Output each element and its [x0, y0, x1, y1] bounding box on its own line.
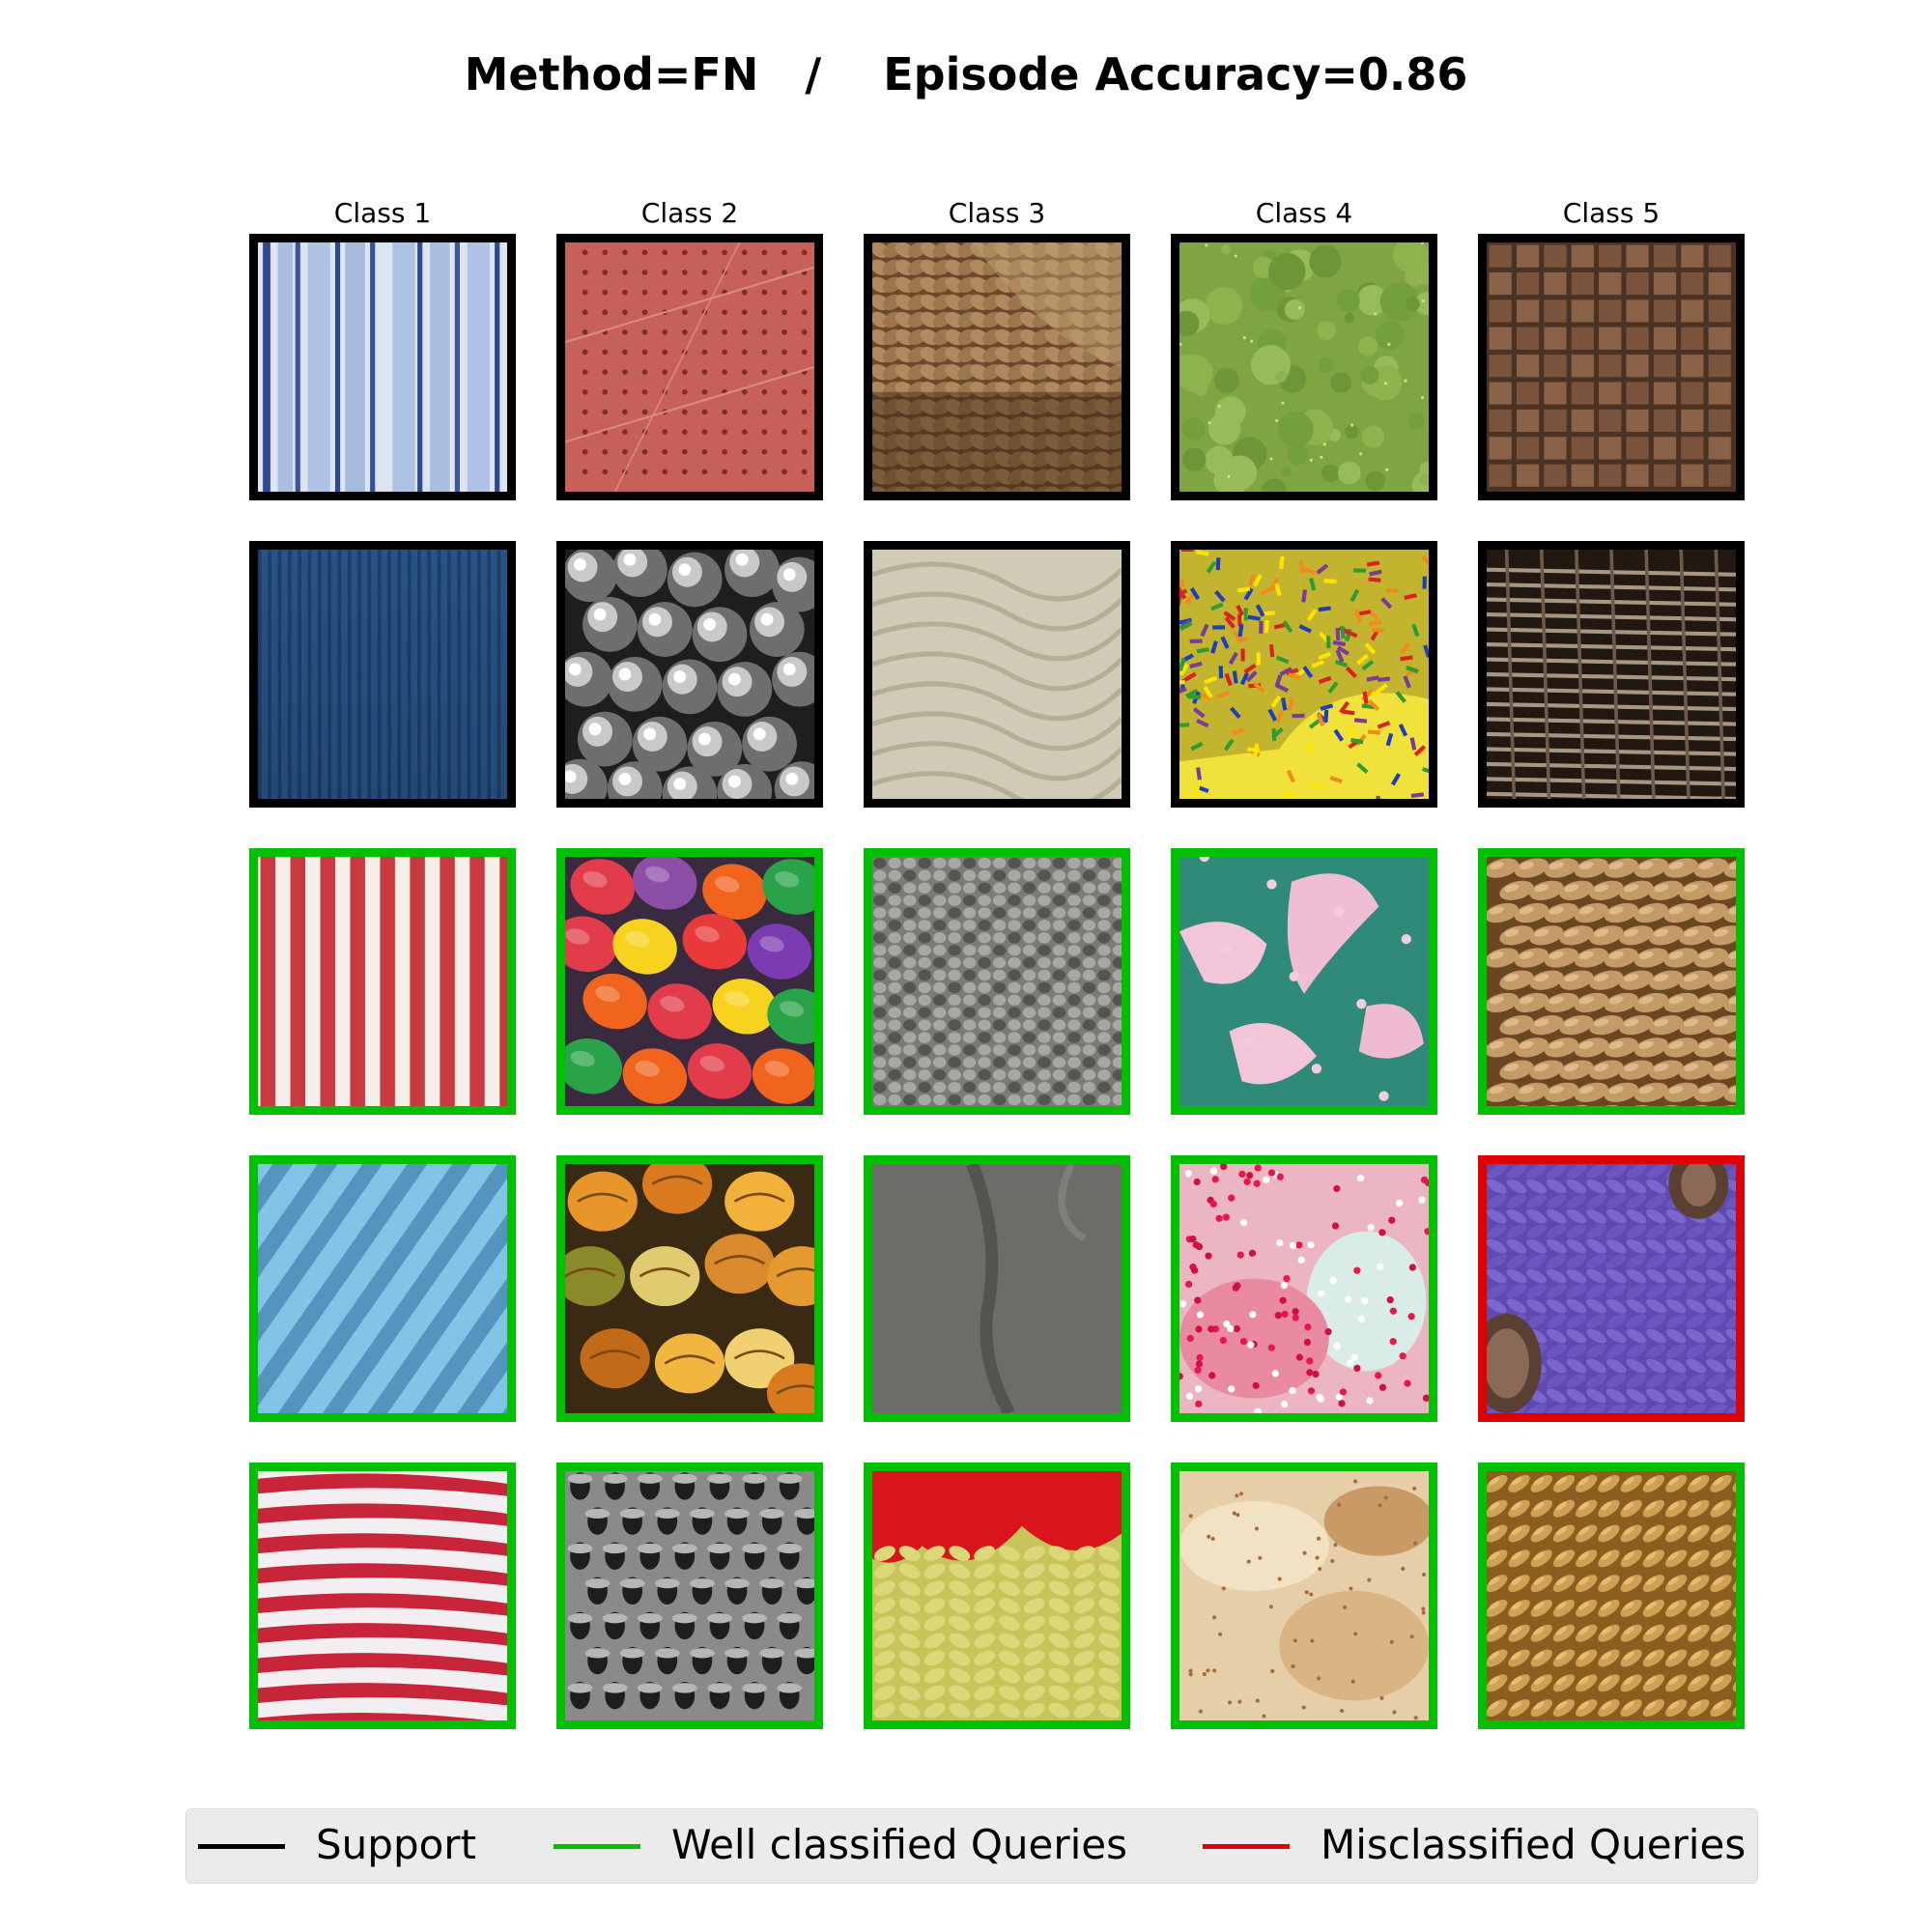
texture-light-blue-diagonal-stripes: [258, 1164, 507, 1413]
support-image-2-5: [1478, 541, 1745, 808]
texture-metal-balls: [565, 550, 814, 799]
texture-red-white-horizontal-stripes: [258, 1471, 507, 1720]
support-image-2-1: [249, 541, 516, 808]
texture-red-dotted-tile: [565, 242, 814, 492]
legend: Support Well classified Queries Misclass…: [185, 1808, 1758, 1884]
texture-colorful-candies: [565, 857, 814, 1106]
texture-grey-pitted: [565, 1471, 814, 1720]
query-image-4-2: [556, 1155, 823, 1422]
query-image-3-3: [864, 848, 1130, 1115]
class-label-3: Class 3: [948, 197, 1046, 229]
texture-straw-weave: [1487, 857, 1736, 1106]
texture-pink-sprinkles: [1179, 1164, 1429, 1413]
texture-dark-blue-pinstripe: [258, 550, 507, 799]
texture-red-yellow-knit: [872, 1471, 1122, 1720]
texture-teal-pink-splotches: [1179, 857, 1429, 1106]
texture-rainbow-sprinkles: [1179, 550, 1429, 799]
query-image-4-5: [1478, 1155, 1745, 1422]
query-image-3-1: [249, 848, 516, 1115]
query-image-5-5: [1478, 1463, 1745, 1729]
support-image-2-4: [1171, 541, 1437, 808]
support-image-1-1: [249, 234, 516, 500]
query-image-5-2: [556, 1463, 823, 1729]
texture-twig-weave: [1487, 550, 1736, 799]
support-image-2-2: [556, 541, 823, 808]
query-image-5-4: [1171, 1463, 1437, 1729]
query-image-5-1: [249, 1463, 516, 1729]
legend-well-label: Well classified Queries: [671, 1821, 1128, 1868]
texture-brown-knit: [872, 242, 1122, 492]
query-image-3-4: [1171, 848, 1437, 1115]
texture-blue-white-vertical-stripes: [258, 242, 507, 492]
support-image-1-5: [1478, 234, 1745, 500]
support-image-1-3: [864, 234, 1130, 500]
texture-gourds: [565, 1164, 814, 1413]
legend-support-swatch: [198, 1844, 285, 1849]
class-label-5: Class 5: [1562, 197, 1661, 229]
texture-pastry-crust: [1179, 1471, 1429, 1720]
support-image-1-2: [556, 234, 823, 500]
texture-grey-knit: [872, 857, 1122, 1106]
texture-golden-rope-weave: [1487, 1471, 1736, 1720]
figure-title: Method=FN / Episode Accuracy=0.86: [464, 48, 1468, 100]
query-image-3-5: [1478, 848, 1745, 1115]
support-image-2-3: [864, 541, 1130, 808]
query-image-4-3: [864, 1155, 1130, 1422]
legend-mis-label: Misclassified Queries: [1321, 1821, 1747, 1868]
texture-red-white-vertical-stripes: [258, 857, 507, 1106]
texture-beige-wrinkled-fabric: [872, 550, 1122, 799]
query-image-4-1: [249, 1155, 516, 1422]
legend-support-label: Support: [316, 1821, 477, 1868]
texture-green-mottled: [1179, 242, 1429, 492]
class-label-4: Class 4: [1255, 197, 1353, 229]
legend-well-swatch: [554, 1844, 640, 1849]
support-image-1-4: [1171, 234, 1437, 500]
texture-grey-fabric: [872, 1164, 1122, 1413]
texture-purple-braid: [1487, 1164, 1736, 1413]
texture-brown-woven-grid: [1487, 242, 1736, 492]
class-label-1: Class 1: [333, 197, 432, 229]
query-image-4-4: [1171, 1155, 1437, 1422]
query-image-3-2: [556, 848, 823, 1115]
class-label-2: Class 2: [640, 197, 739, 229]
legend-mis-swatch: [1203, 1844, 1290, 1849]
query-image-5-3: [864, 1463, 1130, 1729]
